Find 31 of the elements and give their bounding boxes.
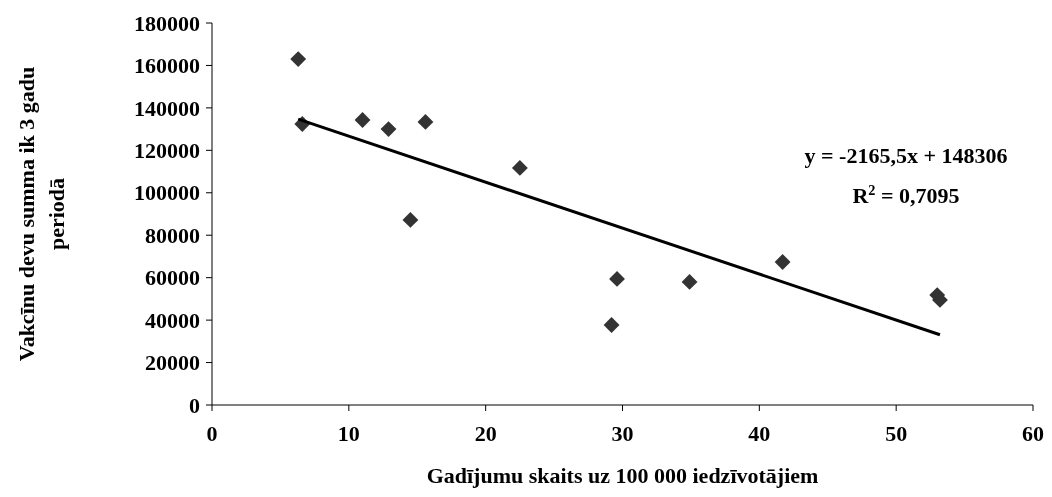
point	[681, 273, 698, 290]
y-tick-label: 40000	[145, 307, 200, 333]
x-tick-label: 50	[885, 421, 908, 446]
y-tick-label: 80000	[145, 222, 200, 248]
x-tick-label: 20	[474, 421, 497, 446]
y-tick-label: 100000	[134, 180, 200, 206]
point	[609, 271, 625, 287]
point	[417, 113, 434, 130]
point	[402, 212, 419, 228]
x-axis-title: Gadījumu skaits uz 100 000 iedzīvotājiem	[426, 463, 819, 488]
x-tick-label: 10	[337, 421, 360, 446]
y-tick-label: 160000	[134, 53, 200, 79]
point	[603, 317, 620, 333]
annotation: R$^{2}$ = 0,7095	[852, 182, 960, 208]
x-tick-label: 40	[748, 421, 771, 446]
point	[354, 112, 371, 128]
point	[290, 51, 307, 67]
point	[380, 121, 397, 138]
point	[511, 160, 528, 176]
y-axis-title: Vakcīnu devu summa ik 3 gadu periodā	[14, 66, 69, 362]
annotation: y = -2165,5x + 148306	[804, 143, 1008, 168]
x-tick-label: 30	[611, 421, 634, 446]
x-tick-label: 0	[206, 421, 218, 446]
y-tick-label: 140000	[134, 95, 200, 121]
y-tick-label: 120000	[134, 138, 200, 164]
y-tick-label: 60000	[145, 265, 200, 291]
y-tick-label: 20000	[145, 350, 200, 376]
y-tick-label: 180000	[134, 10, 200, 36]
x-tick-label: 60	[1022, 421, 1044, 446]
y-tick-label: 0	[189, 392, 200, 418]
point	[774, 254, 791, 270]
